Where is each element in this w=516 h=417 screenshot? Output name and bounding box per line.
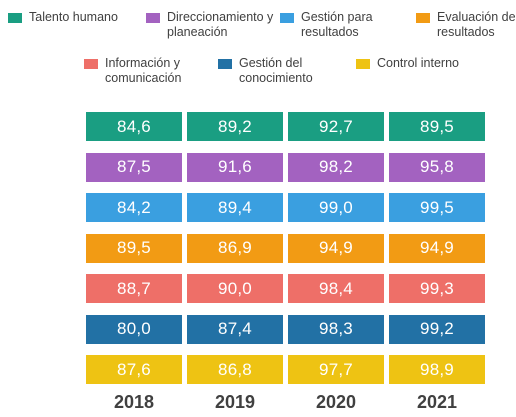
cell-talento-humano-2018: 84,6: [86, 112, 182, 141]
year-label-2021: 2021: [416, 392, 458, 412]
legend-swatch: [146, 13, 160, 23]
cell-informacion-y-comunicacion-2020: 98,4: [288, 274, 384, 303]
cell-direccionamiento-y-planeacion-2019: 91,6: [187, 152, 283, 182]
cell-gestion-para-resultados-2018: 84,2: [86, 193, 182, 222]
cell-talento-humano-2021: 89,5: [389, 112, 485, 141]
cell-informacion-y-comunicacion-2019: 90,0: [187, 274, 283, 303]
cell-talento-humano-2019: 89,2: [187, 112, 283, 141]
cell-informacion-y-comunicacion-2018: 88,7: [86, 274, 182, 303]
cell-gestion-para-resultados-2020: 99,0: [288, 193, 384, 222]
year-label-2018: 2018: [113, 392, 155, 412]
legend-label: Control interno: [377, 56, 459, 70]
legend-label: Direccionamiento y planeación: [167, 10, 274, 39]
legend: Talento humano Direccionamiento y planeac…: [0, 0, 516, 100]
cell-gestion-del-conocimiento-2019: 87,4: [187, 314, 283, 344]
cell-informacion-y-comunicacion-2021: 99,3: [389, 274, 485, 303]
legend-item-gestion-del-conocimiento: Gestión del conocimiento: [218, 56, 313, 86]
legend-item-evaluacion-de-resultados: Evaluación de resultados: [416, 10, 516, 40]
cell-evaluacion-de-resultados-2021: 94,9: [389, 233, 485, 263]
cell-control-interno-2019: 86,8: [187, 355, 283, 384]
cell-control-interno-2018: 87,6: [86, 355, 182, 384]
legend-label: Talento humano: [29, 10, 118, 24]
legend-swatch: [84, 59, 98, 69]
cell-direccionamiento-y-planeacion-2020: 98,2: [288, 152, 384, 182]
legend-label: Evaluación de resultados: [437, 10, 516, 39]
year-label-2020: 2020: [315, 392, 357, 412]
legend-item-control-interno: Control interno: [356, 56, 459, 71]
cell-evaluacion-de-resultados-2020: 94,9: [288, 233, 384, 263]
cell-evaluacion-de-resultados-2019: 86,9: [187, 233, 283, 263]
legend-label: Gestión para resultados: [301, 10, 373, 39]
legend-swatch: [218, 59, 232, 69]
cell-gestion-para-resultados-2019: 89,4: [187, 193, 283, 222]
legend-item-informacion-y-comunicacion: Información y comunicación: [84, 56, 181, 86]
cell-talento-humano-2020: 92,7: [288, 112, 384, 141]
legend-label: Gestión del conocimiento: [239, 56, 313, 85]
cell-gestion-del-conocimiento-2020: 98,3: [288, 314, 384, 344]
cell-control-interno-2020: 97,7: [288, 355, 384, 384]
legend-label: Información y comunicación: [105, 56, 182, 85]
cell-direccionamiento-y-planeacion-2021: 95,8: [389, 152, 485, 182]
cell-control-interno-2021: 98,9: [389, 355, 485, 384]
legend-item-gestion-para-resultados: Gestión para resultados: [280, 10, 373, 40]
cell-gestion-del-conocimiento-2018: 80,0: [86, 314, 182, 344]
legend-item-talento-humano: Talento humano: [8, 10, 118, 25]
legend-swatch: [356, 59, 370, 69]
cell-gestion-para-resultados-2021: 99,5: [389, 193, 485, 222]
year-label-2019: 2019: [214, 392, 256, 412]
cell-gestion-del-conocimiento-2021: 99,2: [389, 314, 485, 344]
legend-swatch: [8, 13, 22, 23]
legend-swatch: [280, 13, 294, 23]
legend-item-direccionamiento-y-planeacion: Direccionamiento y planeación: [146, 10, 273, 40]
legend-swatch: [416, 13, 430, 23]
cell-evaluacion-de-resultados-2018: 89,5: [86, 233, 182, 263]
cell-direccionamiento-y-planeacion-2018: 87,5: [86, 152, 182, 182]
